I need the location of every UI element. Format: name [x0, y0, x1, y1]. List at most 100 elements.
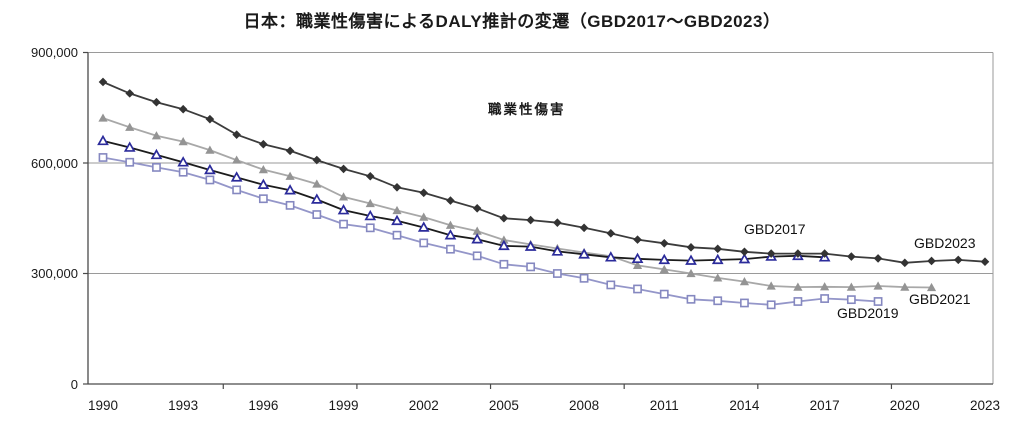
open-triangle-marker	[578, 248, 590, 259]
open-triangle-marker	[444, 229, 457, 240]
diamond-marker	[633, 235, 642, 244]
diamond-marker	[472, 204, 482, 213]
open-square-marker	[793, 297, 803, 306]
triangle-marker	[365, 198, 375, 208]
x-tick-label: 1999	[328, 398, 359, 413]
triangle-marker	[793, 282, 803, 291]
diamond-marker	[125, 89, 135, 98]
x-tick-label: 2017	[809, 398, 840, 413]
diamond-marker	[312, 155, 322, 165]
triangle-marker	[846, 282, 856, 291]
open-triangle-marker	[711, 253, 724, 265]
series-gbd2021	[98, 113, 937, 292]
diamond-marker	[392, 183, 402, 192]
triangle-marker	[285, 171, 295, 180]
open-square-marker	[766, 300, 776, 310]
diamond-marker	[98, 77, 108, 87]
series-label-gbd2023: GBD2023	[914, 235, 976, 251]
open-square-marker	[633, 284, 642, 294]
diamond-marker	[686, 243, 696, 252]
open-square-marker	[232, 185, 242, 195]
open-square-marker	[419, 238, 429, 248]
diamond-marker	[285, 146, 295, 156]
triangle-marker	[739, 277, 750, 286]
open-square-marker	[713, 296, 723, 306]
x-tick-label: 2005	[488, 398, 519, 413]
open-triangle-marker	[310, 193, 323, 204]
diamond-marker	[927, 256, 936, 266]
open-square-marker	[606, 280, 616, 290]
diamond-marker	[232, 130, 241, 139]
open-square-marker	[579, 273, 589, 283]
open-square-marker	[312, 210, 322, 219]
open-square-marker	[392, 230, 402, 240]
series-gbd2019	[98, 153, 883, 310]
triangle-marker	[392, 205, 402, 215]
open-triangle-marker	[631, 252, 644, 264]
open-triangle-marker	[738, 253, 751, 264]
diamond-marker	[659, 238, 669, 248]
diamond-marker	[446, 196, 455, 205]
y-tick-label: 600,000	[31, 155, 78, 171]
x-tick-label: 2002	[408, 398, 439, 413]
x-tick-label: 2014	[729, 398, 760, 413]
open-square-marker	[686, 294, 696, 304]
plot-annotation: 職業性傷害	[488, 102, 566, 117]
x-tick-label: 2020	[889, 398, 920, 413]
open-square-marker	[820, 294, 830, 303]
diamond-marker	[820, 249, 829, 258]
open-square-marker	[178, 167, 188, 177]
series-line	[102, 140, 825, 262]
triangle-marker	[338, 192, 349, 201]
diamond-marker	[740, 247, 749, 257]
diamond-marker	[259, 139, 268, 149]
triangle-marker	[445, 220, 456, 229]
diamond-marker	[900, 258, 910, 268]
chart-title: 日本：職業性傷害によるDALY推計の変遷（GBD2017～GBD2023）	[243, 12, 781, 31]
open-square-marker	[740, 298, 749, 308]
open-triangle-marker	[230, 171, 243, 182]
triangle-marker	[900, 282, 910, 291]
triangle-marker	[312, 179, 322, 188]
triangle-marker	[766, 281, 776, 290]
open-triangle-marker	[685, 254, 697, 265]
series-label-gbd2021: GBD2021	[909, 291, 971, 307]
open-square-marker	[446, 244, 455, 254]
series-line	[102, 81, 986, 264]
diamond-marker	[499, 213, 509, 223]
triangle-marker	[820, 282, 830, 291]
triangle-marker	[632, 260, 643, 269]
diamond-marker	[847, 252, 856, 261]
triangle-marker	[151, 131, 162, 140]
open-square-marker	[205, 175, 215, 185]
diamond-marker	[579, 223, 589, 233]
open-square-marker	[285, 200, 295, 210]
diamond-marker	[419, 188, 429, 198]
open-triangle-marker	[123, 141, 136, 152]
open-square-marker	[365, 223, 375, 233]
diamond-marker	[980, 257, 990, 267]
x-tick-label: 1990	[87, 398, 119, 413]
diamond-marker	[553, 218, 562, 227]
triangle-marker	[713, 273, 723, 282]
series-label-gbd2019: GBD2019	[837, 305, 899, 321]
diamond-marker	[606, 229, 616, 238]
open-triangle-marker	[658, 253, 671, 265]
open-square-marker	[98, 153, 108, 162]
open-square-marker	[125, 157, 135, 167]
open-triangle-marker	[364, 209, 377, 221]
open-triangle-marker	[604, 251, 617, 262]
y-tick-label: 0	[70, 376, 78, 392]
open-triangle-marker	[524, 240, 537, 251]
triangle-marker	[419, 212, 429, 221]
triangle-marker	[499, 235, 509, 244]
triangle-marker	[258, 165, 268, 174]
diamond-marker	[178, 104, 188, 114]
diamond-marker	[953, 255, 963, 265]
triangle-marker	[98, 113, 108, 122]
triangle-marker	[178, 137, 188, 146]
triangle-marker	[125, 122, 135, 131]
x-tick-label: 1996	[248, 398, 279, 413]
